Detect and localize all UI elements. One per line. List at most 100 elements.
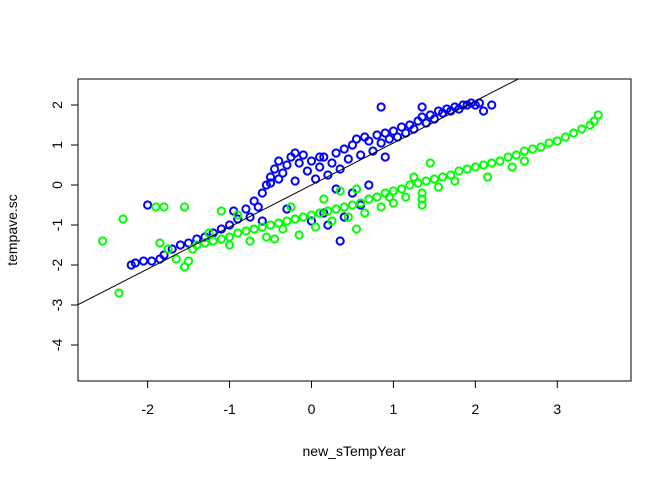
data-point (224, 240, 235, 250)
data-point (405, 180, 415, 190)
y-axis-label: tempave.sc (4, 194, 20, 266)
data-point (433, 182, 444, 192)
data-point (114, 288, 124, 298)
data-point (241, 204, 251, 214)
data-point (257, 216, 267, 226)
data-point (478, 160, 489, 170)
data-point (417, 194, 427, 204)
data-point (306, 210, 317, 220)
data-point (364, 136, 374, 146)
data-point (417, 200, 427, 210)
data-point (495, 156, 505, 166)
data-point (204, 228, 214, 238)
data-point (315, 162, 325, 172)
data-point (261, 232, 272, 242)
data-point (265, 172, 276, 182)
data-point (380, 128, 390, 138)
data-point (409, 172, 419, 182)
data-point (384, 192, 394, 202)
data-point (429, 174, 439, 184)
data-point (376, 102, 386, 112)
data-point (417, 188, 427, 198)
data-point (446, 170, 456, 180)
data-point (507, 162, 517, 172)
data-point (327, 158, 337, 168)
data-point (298, 212, 308, 222)
data-point (257, 222, 267, 232)
data-point (315, 208, 325, 218)
data-point (388, 126, 399, 136)
data-point (364, 180, 374, 190)
data-point (224, 232, 235, 242)
x-tick-label: 3 (553, 401, 561, 417)
data-point (265, 220, 276, 230)
fit-layer (78, 79, 520, 306)
data-point (483, 172, 493, 182)
data-point (306, 216, 317, 226)
data-point (171, 254, 181, 264)
data-point (306, 156, 317, 166)
data-point (290, 214, 300, 224)
data-point (560, 132, 571, 142)
data-point (544, 138, 554, 148)
data-point (294, 230, 304, 240)
x-tick-label: -1 (223, 401, 236, 417)
data-point (282, 160, 292, 170)
data-point (159, 202, 169, 212)
data-point (163, 244, 173, 254)
data-point (335, 236, 345, 246)
series-layer (97, 98, 603, 298)
data-point (151, 202, 161, 212)
data-point (478, 106, 489, 116)
data-point (511, 150, 521, 160)
data-point (360, 208, 370, 218)
data-point (290, 148, 300, 158)
data-point (138, 256, 149, 266)
data-point (241, 226, 251, 236)
data-point (413, 178, 423, 188)
x-axis: -2 -1 0 1 2 3 (141, 380, 561, 417)
data-point (351, 224, 362, 234)
data-point (327, 216, 337, 226)
data-point (216, 206, 226, 216)
y-tick-label: -3 (49, 299, 65, 312)
data-point (487, 100, 497, 110)
data-point (577, 124, 587, 134)
data-point (184, 238, 194, 248)
data-point (270, 164, 280, 174)
data-point (339, 202, 349, 212)
data-point (339, 144, 349, 154)
data-point (372, 192, 382, 202)
data-point (347, 140, 358, 150)
data-point (401, 192, 411, 202)
data-point (384, 134, 394, 144)
x-tick-label: 1 (390, 401, 398, 417)
data-point (569, 128, 579, 138)
data-point (270, 234, 280, 244)
y-axis: -4 -3 -2 -1 0 1 2 (49, 101, 79, 351)
data-point (265, 178, 276, 188)
data-point (249, 196, 259, 206)
data-point (278, 224, 288, 234)
data-point (315, 152, 325, 162)
data-point (323, 206, 333, 216)
data-point (380, 152, 390, 162)
data-point (290, 176, 300, 186)
data-point (519, 146, 530, 156)
data-point (159, 250, 169, 260)
data-point (552, 136, 562, 146)
x-tick-label: 2 (471, 401, 479, 417)
data-point (118, 214, 128, 224)
data-point (319, 152, 329, 162)
data-point (249, 224, 259, 234)
data-point (331, 148, 341, 158)
data-point (233, 228, 243, 238)
data-point (331, 204, 341, 214)
data-point (356, 198, 366, 208)
data-point (364, 194, 374, 204)
y-tick-label: 2 (49, 101, 65, 109)
data-point (421, 118, 431, 128)
data-point (319, 194, 329, 204)
data-point (294, 158, 304, 168)
